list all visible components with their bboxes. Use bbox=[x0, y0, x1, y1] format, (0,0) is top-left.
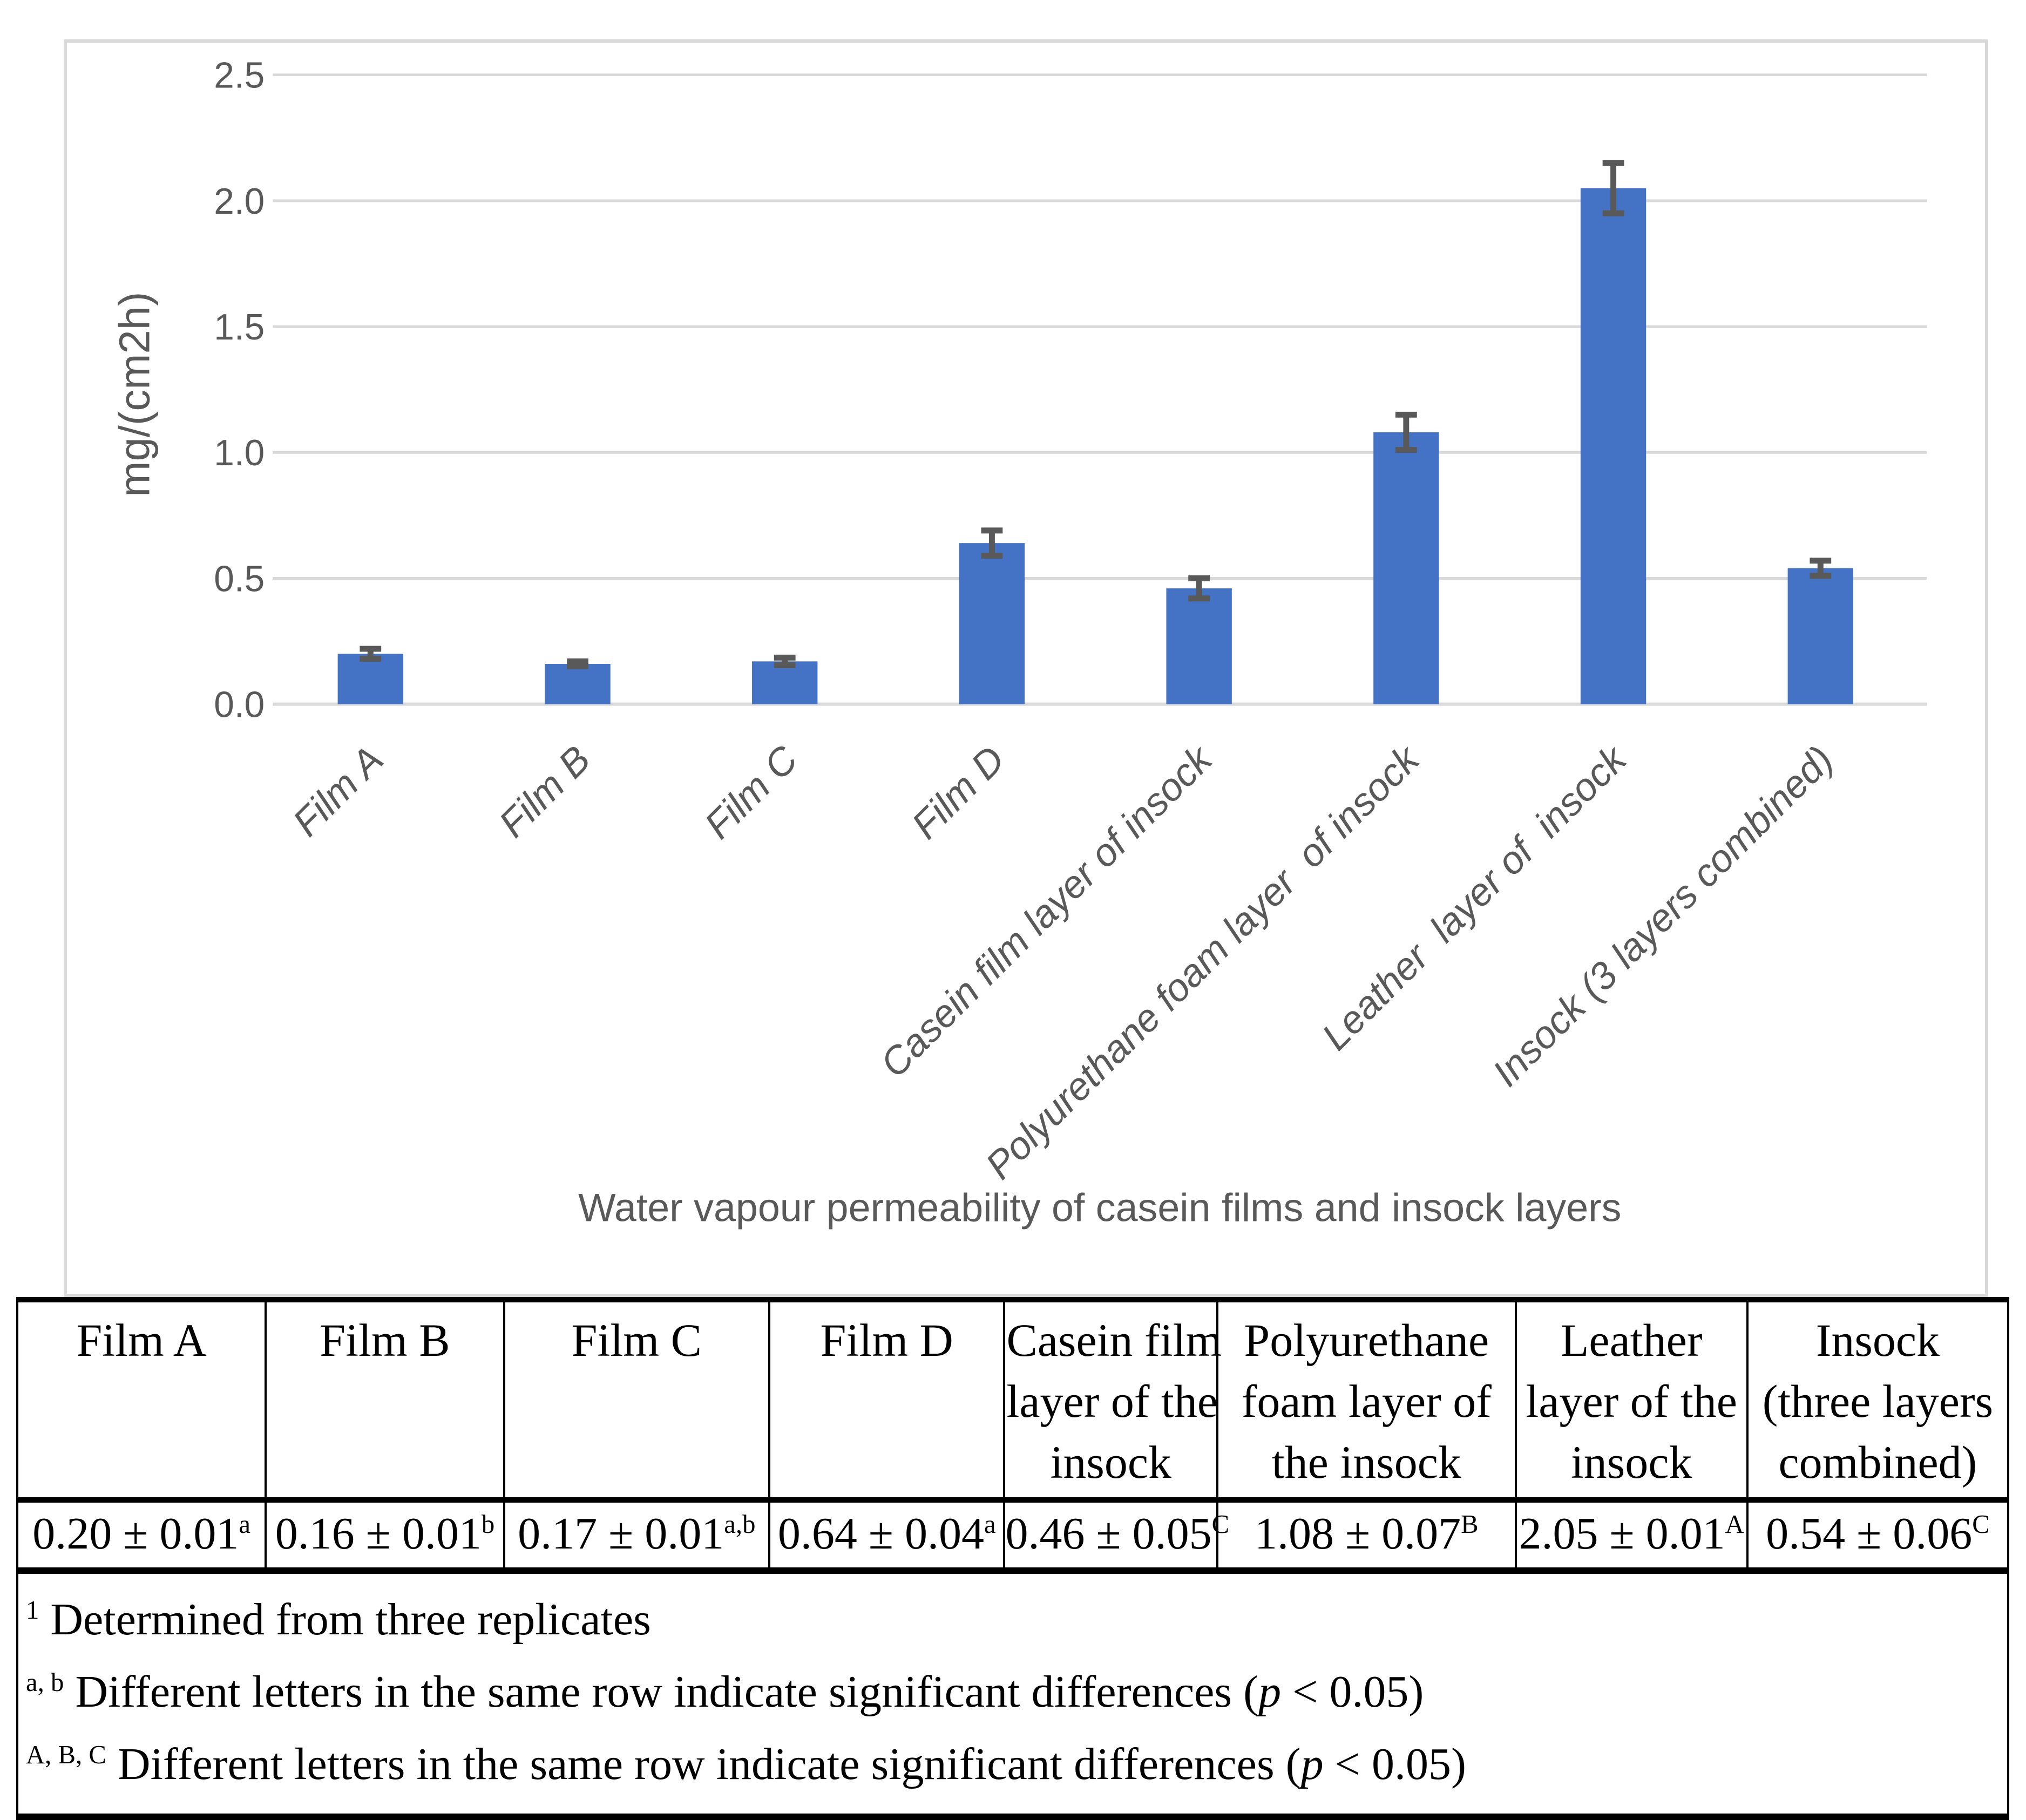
footnote: 1 Determined from three replicates bbox=[26, 1584, 1996, 1656]
x-category-label: Insock (3 layers combined) bbox=[1485, 738, 1842, 1095]
value-text: 0.64 ± 0.04 bbox=[777, 1509, 984, 1559]
significance-superscript: A bbox=[1725, 1510, 1744, 1539]
footnote-marker: 1 bbox=[26, 1595, 39, 1625]
footnote-marker: A, B, C bbox=[26, 1740, 106, 1769]
value-text: 0.16 ± 0.01 bbox=[275, 1509, 482, 1559]
value-cell: 0.16 ± 0.01b bbox=[265, 1500, 505, 1574]
y-tick-label: 2.0 bbox=[214, 181, 265, 222]
significance-superscript: a bbox=[239, 1510, 250, 1539]
header-line: combined) bbox=[1778, 1436, 1977, 1488]
footnote-text: < 0.05) bbox=[1323, 1739, 1466, 1789]
bar bbox=[752, 661, 818, 704]
table-value-row: 0.20 ± 0.01a 0.16 ± 0.01b 0.17 ± 0.01a,b 0.… bbox=[16, 1500, 2010, 1574]
significance-superscript: C bbox=[1972, 1510, 1990, 1539]
value-cell: 1.08 ± 0.07B bbox=[1216, 1500, 1517, 1574]
header-line: insock bbox=[1050, 1436, 1172, 1488]
footnote-text: Determined from three replicates bbox=[39, 1594, 651, 1645]
x-category-label: Polyurethane foam layer of insock bbox=[978, 737, 1429, 1188]
value-cell: 0.54 ± 0.06C bbox=[1746, 1500, 2010, 1574]
footnote-text: Different letters in the same row indica… bbox=[64, 1667, 1259, 1717]
y-tick-label: 0.5 bbox=[214, 559, 265, 599]
header-line: Film D bbox=[820, 1314, 953, 1366]
x-category-label: Film C bbox=[696, 737, 807, 847]
gridlines-layer bbox=[273, 73, 1927, 706]
header-line: Leather bbox=[1560, 1314, 1703, 1366]
header-line: Film A bbox=[76, 1314, 207, 1366]
results-table-wrap: Film A Film B Film C Film D Casein film layer… bbox=[16, 1297, 2010, 1820]
footnote-text: < 0.05) bbox=[1281, 1667, 1424, 1717]
y-tick-label: 1.0 bbox=[214, 433, 265, 473]
x-category-label: Film D bbox=[904, 738, 1013, 847]
significance-superscript: a,b bbox=[724, 1510, 756, 1539]
header-line: insock bbox=[1570, 1436, 1692, 1488]
header-cell: Leather layer of the insock bbox=[1514, 1300, 1749, 1503]
header-line: layer of the bbox=[1006, 1375, 1218, 1427]
footnote-text: Different letters in the same row indica… bbox=[106, 1739, 1301, 1789]
value-cell: 0.46 ± 0.05C bbox=[1003, 1500, 1229, 1574]
significance-superscript: B bbox=[1461, 1510, 1479, 1539]
header-line: Casein film bbox=[1006, 1314, 1222, 1366]
header-cell: Film C bbox=[503, 1300, 770, 1503]
results-table: Film A Film B Film C Film D Casein film layer… bbox=[16, 1297, 2010, 1820]
value-cell: 0.20 ± 0.01a bbox=[16, 1500, 267, 1574]
footnote: A, B, C Different letters in the same ro… bbox=[26, 1728, 1996, 1801]
footnote-text-italic: p bbox=[1258, 1667, 1282, 1717]
bar bbox=[1373, 432, 1439, 704]
significance-superscript: b bbox=[481, 1510, 495, 1539]
value-text: 0.54 ± 0.06 bbox=[1766, 1509, 1973, 1559]
bar bbox=[545, 664, 611, 704]
header-line: layer of the bbox=[1526, 1375, 1737, 1427]
x-category-label: Casein film layer of insock bbox=[872, 737, 1222, 1086]
header-line: foam layer of bbox=[1241, 1375, 1492, 1427]
value-text: 0.46 ± 0.05 bbox=[1005, 1509, 1212, 1559]
significance-superscript: C bbox=[1211, 1510, 1230, 1539]
header-cell: Film B bbox=[265, 1300, 505, 1503]
bar-chart: 0.0 0.5 1.0 1.5 2.0 2.5 Film A Film B Film C Film… bbox=[110, 56, 1927, 1230]
header-line: the insock bbox=[1271, 1436, 1461, 1488]
header-line: (three layers bbox=[1762, 1375, 1994, 1427]
header-cell: Polyurethane foam layer of the insock bbox=[1216, 1300, 1517, 1503]
footnote-marker: a, b bbox=[26, 1668, 64, 1697]
footnote-cell: 1 Determined from three replicates a, b D… bbox=[17, 1571, 2008, 1817]
header-cell: Film D bbox=[768, 1300, 1006, 1503]
bar-chart-figure: 0.0 0.5 1.0 1.5 2.0 2.5 Film A Film B Film C Film… bbox=[64, 39, 1988, 1297]
bar bbox=[1166, 588, 1232, 704]
footnote: a, b Different letters in the same row i… bbox=[26, 1656, 1996, 1728]
value-text: 0.20 ± 0.01 bbox=[32, 1509, 239, 1559]
y-tick-label: 2.5 bbox=[214, 56, 265, 96]
chart-title: Water vapour permeability of casein film… bbox=[578, 1185, 1621, 1230]
bar bbox=[959, 543, 1025, 704]
header-cell: Film A bbox=[16, 1300, 267, 1503]
value-text: 0.17 ± 0.01 bbox=[518, 1509, 724, 1559]
y-tick-label: 0.0 bbox=[214, 685, 265, 725]
value-text: 2.05 ± 0.01 bbox=[1519, 1509, 1725, 1559]
header-line: Insock bbox=[1815, 1314, 1940, 1366]
bars-layer bbox=[337, 188, 1853, 704]
header-cell: Casein film layer of the insock bbox=[1003, 1300, 1222, 1503]
table-header-row: Film A Film B Film C Film D Casein film layer… bbox=[16, 1300, 2010, 1503]
bar bbox=[1580, 188, 1646, 704]
table-footnote-row: 1 Determined from three replicates a, b D… bbox=[17, 1571, 2008, 1817]
value-cell: 0.64 ± 0.04a bbox=[768, 1500, 1006, 1574]
header-cell: Insock (three layers combined) bbox=[1746, 1300, 2010, 1503]
value-cell: 0.17 ± 0.01a,b bbox=[503, 1500, 770, 1574]
error-bars-layer bbox=[360, 160, 1832, 670]
x-category-label: Film A bbox=[284, 738, 391, 845]
x-category-label: Film B bbox=[491, 738, 599, 846]
footnote-text-italic: p bbox=[1300, 1739, 1324, 1789]
value-cell: 2.05 ± 0.01A bbox=[1514, 1500, 1749, 1574]
y-tick-label: 1.5 bbox=[214, 307, 265, 348]
header-line: Film B bbox=[320, 1314, 450, 1366]
header-line: Film C bbox=[571, 1314, 702, 1366]
significance-superscript: a bbox=[984, 1510, 996, 1539]
bar bbox=[337, 654, 403, 704]
header-line: Polyurethane bbox=[1244, 1314, 1489, 1366]
value-text: 1.08 ± 0.07 bbox=[1255, 1509, 1461, 1559]
bar bbox=[1787, 568, 1853, 704]
y-axis-title: mg/(cm2h) bbox=[110, 292, 158, 497]
